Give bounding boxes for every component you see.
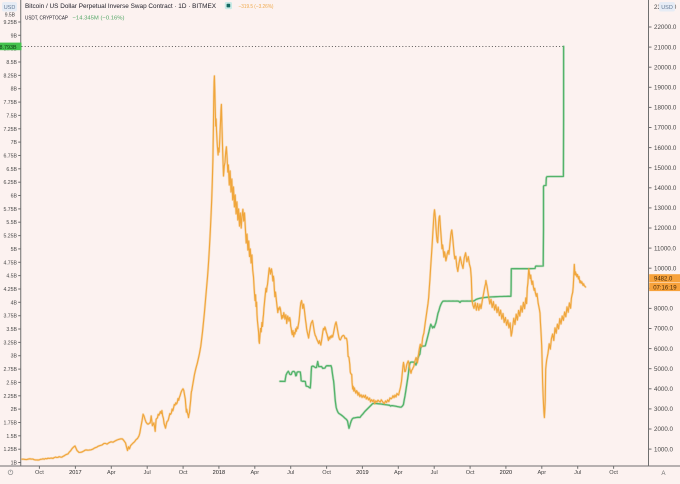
svg-text:Oct: Oct xyxy=(609,470,618,476)
svg-text:5B: 5B xyxy=(11,247,18,253)
svg-text:6.25B: 6.25B xyxy=(3,180,17,186)
svg-text:5000.0: 5000.0 xyxy=(654,366,673,373)
svg-text:4.5B: 4.5B xyxy=(6,274,17,280)
svg-text:3.5B: 3.5B xyxy=(6,327,17,333)
svg-text:2020: 2020 xyxy=(500,470,512,476)
svg-text:7.25B: 7.25B xyxy=(3,127,17,133)
svg-text:Apr: Apr xyxy=(394,470,403,476)
svg-text:−14.345M (−0.16%): −14.345M (−0.16%) xyxy=(73,16,125,22)
svg-text:18000.0: 18000.0 xyxy=(654,105,677,112)
svg-text:2.5B: 2.5B xyxy=(6,380,17,386)
svg-text:4B: 4B xyxy=(11,300,18,306)
svg-text:7B: 7B xyxy=(11,140,18,146)
svg-text:12000.0: 12000.0 xyxy=(654,225,677,232)
svg-text:8000.0: 8000.0 xyxy=(654,306,673,313)
svg-text:2.75B: 2.75B xyxy=(3,367,17,373)
svg-text:8.25B: 8.25B xyxy=(3,73,17,79)
svg-text:A: A xyxy=(661,470,666,477)
svg-text:8.5B: 8.5B xyxy=(6,60,17,66)
svg-text:7000.0: 7000.0 xyxy=(654,326,673,333)
svg-text:1.75B: 1.75B xyxy=(3,421,17,427)
svg-text:2018: 2018 xyxy=(213,470,225,476)
svg-text:22000.0: 22000.0 xyxy=(654,24,677,31)
svg-text:9.25B: 9.25B xyxy=(3,20,17,26)
svg-text:17000.0: 17000.0 xyxy=(654,125,677,132)
svg-text:20000.0: 20000.0 xyxy=(654,64,677,71)
svg-text:8.793B: 8.793B xyxy=(0,45,17,51)
svg-text:7.5B: 7.5B xyxy=(6,113,17,119)
svg-text:1.5B: 1.5B xyxy=(6,434,17,440)
svg-text:Oct: Oct xyxy=(322,470,331,476)
svg-text:1B: 1B xyxy=(11,461,18,467)
svg-text:Apr: Apr xyxy=(107,470,116,476)
svg-text:2019: 2019 xyxy=(356,470,368,476)
svg-text:11000.0: 11000.0 xyxy=(654,245,676,252)
svg-text:Oct: Oct xyxy=(466,470,475,476)
svg-text:Jul: Jul xyxy=(431,470,438,476)
svg-text:7.75B: 7.75B xyxy=(3,100,17,106)
svg-text:15000.0: 15000.0 xyxy=(654,165,677,172)
svg-text:16000.0: 16000.0 xyxy=(654,145,677,152)
svg-text:Jul: Jul xyxy=(144,470,151,476)
svg-text:9482.0: 9482.0 xyxy=(654,277,673,283)
svg-text:USD: USD xyxy=(661,5,673,11)
svg-text:Jul: Jul xyxy=(574,470,581,476)
svg-text:Oct: Oct xyxy=(179,470,188,476)
svg-text:6000.0: 6000.0 xyxy=(654,346,673,353)
svg-text:2000.0: 2000.0 xyxy=(654,426,673,433)
svg-text:21000.0: 21000.0 xyxy=(654,44,677,51)
svg-text:14000.0: 14000.0 xyxy=(654,185,677,192)
svg-text:USD: USD xyxy=(4,5,16,11)
svg-text:4000.0: 4000.0 xyxy=(654,386,673,393)
svg-text:2017: 2017 xyxy=(69,470,81,476)
svg-text:3B: 3B xyxy=(11,354,18,360)
svg-text:1.25B: 1.25B xyxy=(3,447,17,453)
svg-text:07:16:19: 07:16:19 xyxy=(653,285,677,291)
svg-text:5.75B: 5.75B xyxy=(3,207,17,213)
svg-text:5.25B: 5.25B xyxy=(3,234,17,240)
svg-text:2.25B: 2.25B xyxy=(3,394,17,400)
svg-text:5.5B: 5.5B xyxy=(6,220,17,226)
svg-text:Apr: Apr xyxy=(537,470,546,476)
svg-text:6.75B: 6.75B xyxy=(3,154,17,160)
svg-text:6B: 6B xyxy=(11,194,18,200)
svg-text:8B: 8B xyxy=(11,87,18,93)
svg-text:9.5B: 9.5B xyxy=(5,13,16,19)
svg-text:USDT, CRYPTOCAP: USDT, CRYPTOCAP xyxy=(25,16,68,22)
svg-text:6.5B: 6.5B xyxy=(6,167,17,173)
svg-text:1000.0: 1000.0 xyxy=(654,446,673,453)
svg-text:4.75B: 4.75B xyxy=(3,260,17,266)
svg-text:Jul: Jul xyxy=(287,470,294,476)
svg-text:4.25B: 4.25B xyxy=(3,287,17,293)
svg-text:Apr: Apr xyxy=(250,470,259,476)
svg-text:13000.0: 13000.0 xyxy=(654,205,677,212)
svg-text:2B: 2B xyxy=(11,407,18,413)
svg-text:3000.0: 3000.0 xyxy=(654,406,673,413)
svg-text:Oct: Oct xyxy=(35,470,44,476)
svg-text:Bitcoin / US Dollar Perpetual: Bitcoin / US Dollar Perpetual Inverse Sw… xyxy=(25,4,216,10)
svg-text:10000.0: 10000.0 xyxy=(654,265,677,272)
svg-text:−319.5 (−3.26%): −319.5 (−3.26%) xyxy=(239,4,274,10)
svg-text:19000.0: 19000.0 xyxy=(654,85,677,92)
svg-text:3.75B: 3.75B xyxy=(3,314,17,320)
svg-text:9B: 9B xyxy=(11,33,18,39)
svg-text:3.25B: 3.25B xyxy=(3,340,17,346)
